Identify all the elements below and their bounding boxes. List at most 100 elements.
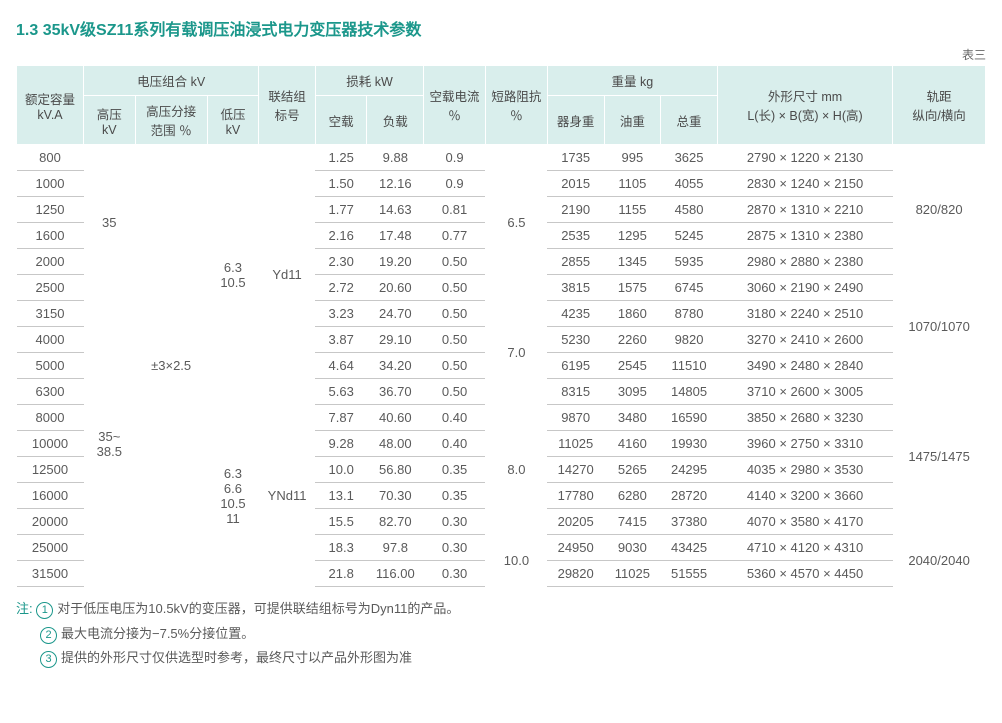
cell-dim: 3710 × 2600 × 3005: [717, 379, 892, 405]
cell-oilweight: 1295: [604, 223, 661, 249]
cell-bodyweight: 24950: [547, 535, 604, 561]
cell-lv: 6.3 6.6 10.5 11: [207, 405, 259, 587]
cell-noload: 3.87: [315, 327, 367, 353]
table-row: 80035±3×2.56.3 10.5Yd111.259.880.96.5173…: [17, 145, 986, 171]
notes-label: 注:: [16, 601, 33, 616]
cell-totalweight: 6745: [661, 275, 718, 301]
cell-totalweight: 28720: [661, 483, 718, 509]
cell-dim: 3490 × 2480 × 2840: [717, 353, 892, 379]
cell-noload: 2.30: [315, 249, 367, 275]
cell-totalweight: 8780: [661, 301, 718, 327]
cell-capacity: 2500: [17, 275, 84, 301]
cell-noload: 5.63: [315, 379, 367, 405]
cell-lv: 6.3 10.5: [207, 145, 259, 405]
cell-oilweight: 2260: [604, 327, 661, 353]
cell-load: 17.48: [367, 223, 424, 249]
cell-noload: 21.8: [315, 561, 367, 587]
cell-bodyweight: 4235: [547, 301, 604, 327]
cell-oilweight: 4160: [604, 431, 661, 457]
cell-bodyweight: 20205: [547, 509, 604, 535]
cell-capacity: 3150: [17, 301, 84, 327]
cell-oilweight: 1575: [604, 275, 661, 301]
cell-bodyweight: 29820: [547, 561, 604, 587]
cell-nlcurrent: 0.30: [424, 535, 486, 561]
cell-noload: 10.0: [315, 457, 367, 483]
cell-dim: 4710 × 4120 × 4310: [717, 535, 892, 561]
cell-load: 56.80: [367, 457, 424, 483]
cell-load: 14.63: [367, 197, 424, 223]
note-3: 提供的外形尺寸仅供选型时参考，最终尺寸以产品外形图为准: [61, 650, 412, 665]
cell-totalweight: 43425: [661, 535, 718, 561]
cell-dim: 3270 × 2410 × 2600: [717, 327, 892, 353]
cell-load: 12.16: [367, 171, 424, 197]
cell-totalweight: 3625: [661, 145, 718, 171]
cell-noload: 1.77: [315, 197, 367, 223]
cell-noload: 2.72: [315, 275, 367, 301]
cell-capacity: 800: [17, 145, 84, 171]
th-load: 负载: [367, 96, 424, 145]
cell-bodyweight: 5230: [547, 327, 604, 353]
cell-load: 97.8: [367, 535, 424, 561]
cell-oilweight: 1155: [604, 197, 661, 223]
cell-bodyweight: 2535: [547, 223, 604, 249]
cell-hv: 35~ 38.5: [84, 301, 136, 587]
cell-noload: 15.5: [315, 509, 367, 535]
cell-load: 34.20: [367, 353, 424, 379]
th-total: 总重: [661, 96, 718, 145]
cell-load: 20.60: [367, 275, 424, 301]
cell-bodyweight: 1735: [547, 145, 604, 171]
cell-bodyweight: 3815: [547, 275, 604, 301]
cell-track: 1475/1475: [893, 379, 986, 535]
cell-bodyweight: 17780: [547, 483, 604, 509]
cell-bodyweight: 9870: [547, 405, 604, 431]
cell-nlcurrent: 0.50: [424, 353, 486, 379]
th-lv: 低压 kV: [207, 96, 259, 145]
cell-load: 116.00: [367, 561, 424, 587]
cell-totalweight: 4580: [661, 197, 718, 223]
cell-oilweight: 11025: [604, 561, 661, 587]
cell-dim: 5360 × 4570 × 4450: [717, 561, 892, 587]
cell-dim: 3060 × 2190 × 2490: [717, 275, 892, 301]
cell-dim: 4035 × 2980 × 3530: [717, 457, 892, 483]
th-track: 轨距 纵向/横向: [893, 66, 986, 145]
cell-dim: 2870 × 1310 × 2210: [717, 197, 892, 223]
cell-nlcurrent: 0.40: [424, 431, 486, 457]
cell-load: 48.00: [367, 431, 424, 457]
cell-nlcurrent: 0.35: [424, 483, 486, 509]
cell-imp: 6.5: [485, 145, 547, 301]
cell-capacity: 8000: [17, 405, 84, 431]
th-loss-group: 损耗 kW: [315, 66, 423, 96]
cell-load: 36.70: [367, 379, 424, 405]
cell-dim: 3850 × 2680 × 3230: [717, 405, 892, 431]
th-oil: 油重: [604, 96, 661, 145]
cell-dim: 2980 × 2880 × 2380: [717, 249, 892, 275]
cell-dim: 2875 × 1310 × 2380: [717, 223, 892, 249]
cell-capacity: 16000: [17, 483, 84, 509]
cell-load: 24.70: [367, 301, 424, 327]
cell-bodyweight: 14270: [547, 457, 604, 483]
cell-oilweight: 1105: [604, 171, 661, 197]
cell-nlcurrent: 0.30: [424, 509, 486, 535]
cell-dim: 4070 × 3580 × 4170: [717, 509, 892, 535]
table-index: 表三: [16, 46, 986, 63]
cell-bodyweight: 2190: [547, 197, 604, 223]
cell-oilweight: 995: [604, 145, 661, 171]
cell-tap: ±3×2.5: [135, 145, 207, 587]
cell-noload: 9.28: [315, 431, 367, 457]
cell-load: 29.10: [367, 327, 424, 353]
cell-capacity: 4000: [17, 327, 84, 353]
cell-dim: 3180 × 2240 × 2510: [717, 301, 892, 327]
cell-totalweight: 5935: [661, 249, 718, 275]
cell-noload: 7.87: [315, 405, 367, 431]
cell-totalweight: 16590: [661, 405, 718, 431]
cell-load: 40.60: [367, 405, 424, 431]
cell-totalweight: 4055: [661, 171, 718, 197]
th-body: 器身重: [547, 96, 604, 145]
cell-capacity: 6300: [17, 379, 84, 405]
cell-nlcurrent: 0.50: [424, 327, 486, 353]
cell-load: 70.30: [367, 483, 424, 509]
cell-capacity: 1600: [17, 223, 84, 249]
cell-bodyweight: 8315: [547, 379, 604, 405]
cell-totalweight: 37380: [661, 509, 718, 535]
cell-imp: 10.0: [485, 535, 547, 587]
